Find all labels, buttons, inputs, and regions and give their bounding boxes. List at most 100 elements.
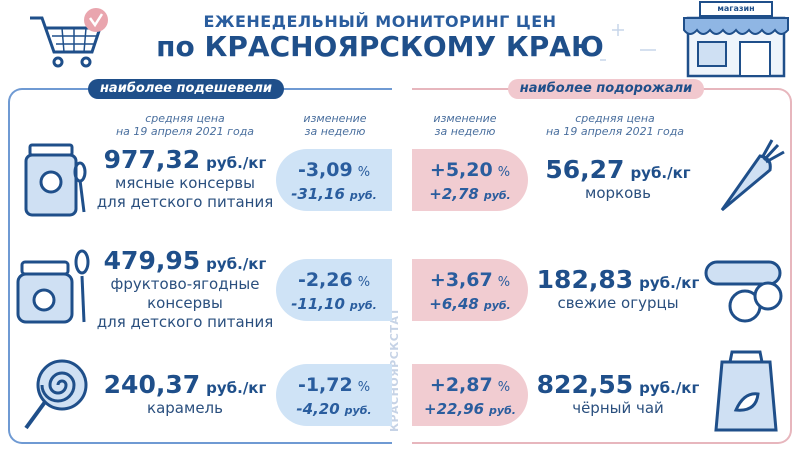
price-value: 240,37 bbox=[103, 369, 201, 399]
price-block: 479,95 руб./кг фруктово-ягодные консервы для… bbox=[75, 246, 295, 332]
price-line: 822,55 руб./кг bbox=[508, 370, 728, 399]
price-value: 56,27 bbox=[545, 154, 625, 184]
change-rub: +2,78 bbox=[429, 185, 479, 203]
price-line: 182,83 руб./кг bbox=[508, 265, 728, 294]
price-block: 182,83 руб./кг свежие огурцы bbox=[508, 265, 728, 313]
price-line: 240,37 руб./кг bbox=[75, 370, 295, 399]
change-pct: -3,09 bbox=[297, 159, 353, 181]
column-header: средняя цена на 19 апреля 2021 года bbox=[95, 112, 275, 138]
rub-unit: руб. bbox=[483, 189, 511, 202]
column-header-line: за неделю bbox=[434, 125, 496, 138]
column-header-line: изменение bbox=[433, 112, 497, 125]
change-pct-line: +2,87% bbox=[412, 374, 528, 399]
sparkles bbox=[600, 24, 656, 61]
change-pct-line: +3,67% bbox=[412, 269, 528, 294]
column-header: средняя цена на 19 апреля 2021 года bbox=[525, 112, 705, 138]
price-value: 977,32 bbox=[103, 145, 201, 174]
change-rub-line: -4,20 руб. bbox=[276, 399, 392, 421]
rub-unit: руб. bbox=[489, 404, 516, 417]
pct-sign: % bbox=[497, 380, 511, 395]
change-pct: +3,67 bbox=[429, 269, 493, 291]
price-line: 479,95 руб./кг bbox=[75, 246, 295, 275]
change-pill: +3,67% +6,48 руб. bbox=[412, 259, 528, 321]
column-header-line: за неделю bbox=[304, 125, 366, 138]
product-name: карамель bbox=[147, 398, 223, 417]
price-value: 182,83 bbox=[536, 264, 634, 294]
change-pct: +2,87 bbox=[429, 374, 493, 396]
change-pill: +5,20% +2,78 руб. bbox=[412, 149, 528, 211]
change-rub-line: -31,16 руб. bbox=[276, 184, 392, 206]
product-name: морковь bbox=[585, 183, 651, 202]
change-rub: -31,16 bbox=[291, 185, 345, 203]
change-rub-line: -11,10 руб. bbox=[276, 294, 392, 316]
column-header-line: средняя цена bbox=[575, 112, 655, 125]
title-line-1: ЕЖЕНЕДЕЛЬНЫЙ МОНИТОРИНГ ЦЕН bbox=[203, 12, 557, 31]
pct-sign: % bbox=[357, 165, 371, 180]
price-unit: руб./кг bbox=[206, 378, 267, 397]
change-rub: +6,48 bbox=[429, 295, 479, 313]
price-line: 56,27 руб./кг bbox=[508, 155, 728, 184]
shop-icon bbox=[683, 1, 789, 78]
column-header-line: на 19 апреля 2021 года bbox=[115, 125, 255, 138]
change-pct-line: -3,09% bbox=[276, 159, 392, 184]
price-value: 822,55 bbox=[536, 369, 634, 399]
price-block: 56,27 руб./кг морковь bbox=[508, 155, 728, 203]
price-unit: руб./кг bbox=[639, 378, 700, 397]
rub-unit: руб. bbox=[344, 404, 372, 417]
change-rub: +22,96 bbox=[424, 400, 485, 418]
product-name: консервы bbox=[147, 293, 223, 312]
change-rub-line: +2,78 руб. bbox=[412, 184, 528, 206]
change-pill: -3,09% -31,16 руб. bbox=[276, 149, 392, 211]
change-pill: +2,87% +22,96 руб. bbox=[412, 364, 528, 426]
change-pill: -1,72% -4,20 руб. bbox=[276, 364, 392, 426]
rub-unit: руб. bbox=[349, 299, 377, 312]
column-header: изменение за неделю bbox=[410, 112, 520, 138]
column-header: изменение за неделю bbox=[280, 112, 390, 138]
change-pill: -2,26% -11,10 руб. bbox=[276, 259, 392, 321]
rub-unit: руб. bbox=[349, 189, 377, 202]
column-header-line: средняя цена bbox=[145, 112, 225, 125]
change-rub-line: +22,96 руб. bbox=[412, 399, 528, 421]
price-unit: руб./кг bbox=[206, 254, 267, 273]
price-unit: руб./кг bbox=[630, 163, 691, 182]
pct-sign: % bbox=[497, 165, 511, 180]
price-line: 977,32 руб./кг bbox=[75, 145, 295, 174]
change-pct-line: -1,72% bbox=[276, 374, 392, 399]
product-name: мясные консервы bbox=[115, 174, 255, 192]
lollipop-icon bbox=[24, 359, 88, 430]
pct-sign: % bbox=[357, 380, 371, 395]
cucumber-icon bbox=[704, 260, 783, 323]
price-value: 479,95 bbox=[103, 245, 201, 275]
change-pct: -1,72 bbox=[297, 374, 353, 396]
product-name: фруктово-ягодные bbox=[110, 274, 260, 293]
pct-sign: % bbox=[357, 275, 371, 290]
change-rub: -11,10 bbox=[291, 295, 345, 313]
product-name: для детского питания bbox=[96, 312, 274, 331]
carrot-icon bbox=[720, 139, 785, 212]
price-block: 977,32 руб./кг мясные консервы для детского… bbox=[75, 145, 295, 212]
change-rub: -4,20 bbox=[296, 400, 340, 418]
change-pct: -2,26 bbox=[297, 269, 353, 291]
product-name: свежие огурцы bbox=[557, 293, 679, 312]
change-pct-line: +5,20% bbox=[412, 159, 528, 184]
column-header-line: изменение bbox=[303, 112, 367, 125]
change-pct: +5,20 bbox=[429, 159, 493, 181]
title-line-2: по КРАСНОЯРСКОМУ КРАЮ bbox=[156, 30, 604, 63]
cheaper-heading: наиболее подешевели bbox=[88, 79, 284, 99]
column-header-line: на 19 апреля 2021 года bbox=[545, 125, 685, 138]
fruit-jar-icon bbox=[16, 249, 90, 324]
check-badge bbox=[84, 8, 108, 32]
tea-pack-icon bbox=[714, 350, 778, 432]
baby-food-jar-icon bbox=[24, 143, 87, 217]
product-name: чёрный чай bbox=[572, 398, 664, 417]
change-rub-line: +6,48 руб. bbox=[412, 294, 528, 316]
pct-sign: % bbox=[497, 275, 511, 290]
change-pct-line: -2,26% bbox=[276, 269, 392, 294]
shop-sign: магазин bbox=[717, 4, 755, 13]
price-block: 822,55 руб./кг чёрный чай bbox=[508, 370, 728, 418]
price-block: 240,37 руб./кг карамель bbox=[75, 370, 295, 418]
price-unit: руб./кг bbox=[639, 273, 700, 292]
dearer-heading: наиболее подорожали bbox=[508, 79, 704, 99]
product-name: для детского питания bbox=[96, 193, 274, 211]
